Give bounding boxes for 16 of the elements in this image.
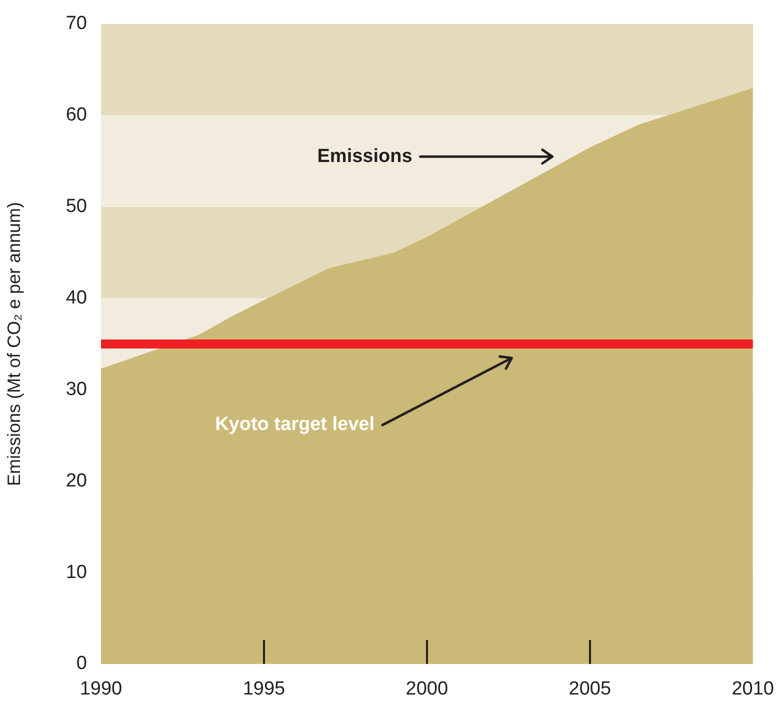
y-tick-label: 10 bbox=[66, 562, 87, 583]
y-tick-label: 40 bbox=[66, 288, 87, 309]
y-axis-title: Emissions (Mt of CO₂ e per annum) bbox=[4, 202, 24, 486]
y-tick-label: 70 bbox=[66, 13, 87, 34]
y-tick-label: 0 bbox=[76, 653, 87, 674]
x-tick-label: 2000 bbox=[406, 678, 448, 700]
annotation: Emissions bbox=[317, 146, 412, 167]
x-tick-label: 1995 bbox=[242, 678, 286, 700]
y-tick-label: 30 bbox=[66, 378, 87, 400]
x-tick-label: 2005 bbox=[568, 678, 612, 700]
y-tick-label: 60 bbox=[66, 104, 87, 126]
x-tick-label: 2010 bbox=[732, 678, 774, 700]
y-tick-label: 50 bbox=[66, 196, 87, 218]
annotation: Kyoto target level bbox=[215, 414, 375, 436]
y-tick-label: 20 bbox=[66, 470, 87, 492]
x-tick-label: 1990 bbox=[80, 678, 122, 700]
